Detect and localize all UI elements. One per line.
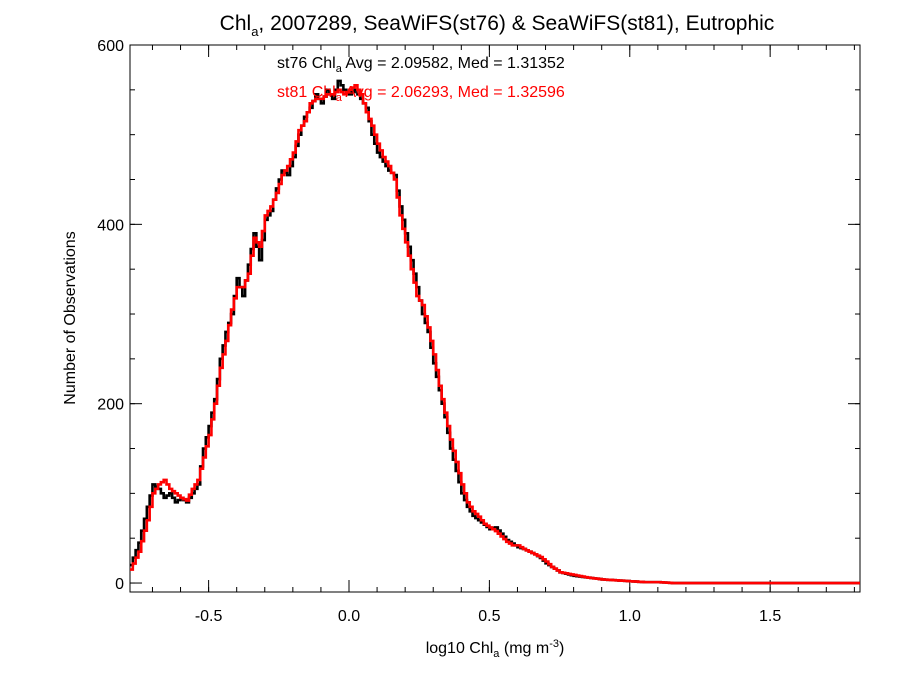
annotation-st76: st76 Chla Avg = 2.09582, Med = 1.31352 xyxy=(277,55,565,75)
plot-frame xyxy=(129,44,861,593)
x-tick-label: 0.5 xyxy=(478,608,500,625)
x-axis-label: log10 Chla (mg m-3) xyxy=(426,638,565,660)
chart-title: Chla, 2007289, SeaWiFS(st76) & SeaWiFS(s… xyxy=(220,12,775,39)
y-tick-label: 0 xyxy=(115,576,124,593)
x-tick-label: 1.5 xyxy=(759,608,781,625)
x-tick-label: 1.0 xyxy=(619,608,641,625)
x-axis: -0.5 0.0 0.5 1.0 1.5 xyxy=(151,45,855,625)
y-axis-label: Number of Observations xyxy=(62,231,79,404)
y-tick-label: 400 xyxy=(97,217,124,234)
y-tick-label: 200 xyxy=(97,397,124,414)
series-layer xyxy=(130,79,860,585)
series-line-st76 xyxy=(130,79,860,585)
series-line-st81 xyxy=(130,84,860,585)
annotation-st81: st81 Chla Avg = 2.06293, Med = 1.32596 xyxy=(277,84,565,104)
y-tick-label: 600 xyxy=(97,38,124,55)
x-tick-label: 0.0 xyxy=(338,608,360,625)
y-axis: 0 200 400 600 xyxy=(97,38,860,593)
x-tick-label: -0.5 xyxy=(195,608,223,625)
